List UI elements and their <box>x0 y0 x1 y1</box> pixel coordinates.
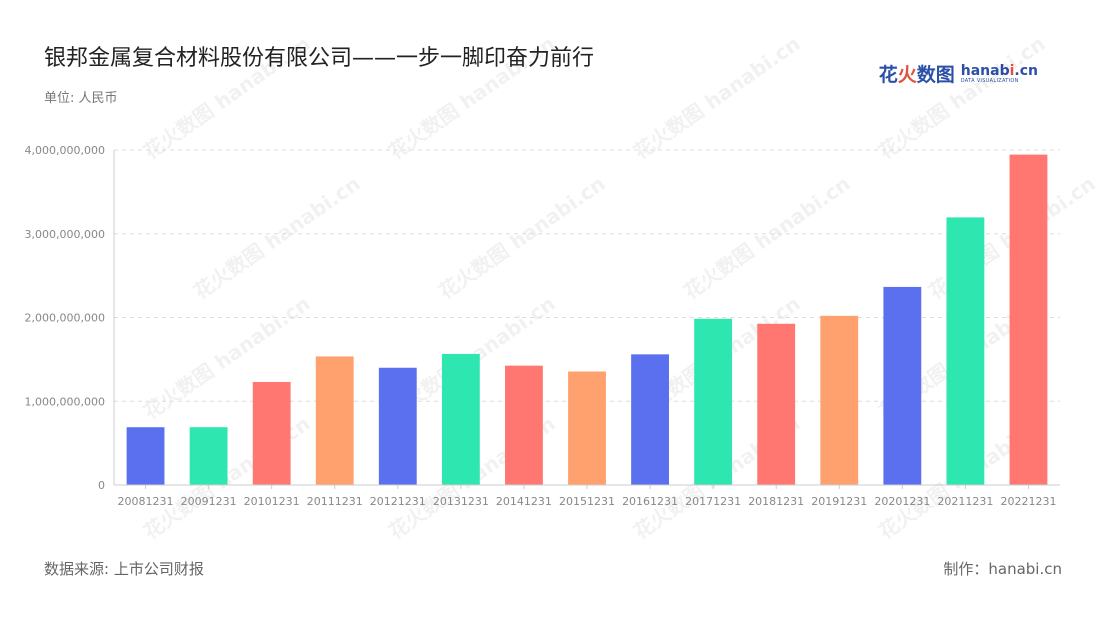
x-tick-label: 20091231 <box>181 495 237 508</box>
bar <box>378 367 417 485</box>
bar <box>568 371 606 485</box>
made-by-credit: 制作：hanabi.cn <box>943 560 1062 578</box>
y-axis: 0 1,000,000,000 2,000,000,000 3,000,000,000… <box>25 144 115 492</box>
bar <box>505 365 543 485</box>
watermark-text: 花火数图 hanabi.cn <box>384 31 559 164</box>
x-tick-label: 20081231 <box>118 495 174 508</box>
x-tick-label: 20201231 <box>874 495 930 508</box>
x-tick-label: 20101231 <box>244 495 300 508</box>
bar <box>1009 154 1048 485</box>
x-tick-label: 20221231 <box>1000 495 1056 508</box>
x-tick-label: 20131231 <box>433 495 489 508</box>
x-tick-label: 20121231 <box>370 495 426 508</box>
y-tick-label: 4,000,000,000 <box>25 144 105 157</box>
bar <box>820 315 859 485</box>
watermark-text: 花火数图 hanabi.cn <box>434 171 609 304</box>
bar <box>315 356 354 485</box>
x-tick-label: 20181231 <box>748 495 804 508</box>
unit-label: 单位: 人民币 <box>44 91 118 106</box>
x-tick-label: 20111231 <box>307 495 363 508</box>
logo-en-text: hanabi.cn DATA VISUALIZATION <box>960 62 1038 84</box>
x-tick-label: 20151231 <box>559 495 615 508</box>
x-tick-label: 20161231 <box>622 495 678 508</box>
chart-title: 银邦金属复合材料股份有限公司——一步一脚印奋力前行 <box>44 46 595 71</box>
y-tick-label: 3,000,000,000 <box>25 228 105 241</box>
x-tick-label: 20141231 <box>496 495 552 508</box>
x-axis: 20081231 20091231 20101231 20111231 20121231… <box>114 484 1060 508</box>
y-tick-label: 2,000,000,000 <box>25 312 105 325</box>
x-tick-label: 20211231 <box>937 495 993 508</box>
bar <box>631 354 669 485</box>
y-tick-label: 1,000,000,000 <box>25 395 105 408</box>
brand-logo: 花火数图 hanabi.cn DATA VISUALIZATION <box>879 60 1038 87</box>
bar <box>757 323 796 485</box>
bar <box>126 427 165 485</box>
bar <box>189 427 228 485</box>
watermark-text: 花火数图 hanabi.cn <box>189 171 364 304</box>
bar <box>694 318 733 485</box>
bar <box>883 286 922 485</box>
logo-cn-text: 花火数图 <box>878 64 955 86</box>
x-tick-label: 20171231 <box>685 495 741 508</box>
watermark-text: 花火数图 hanabi.cn <box>679 171 854 304</box>
watermark-text: 花火数图 hanabi.cn <box>874 31 1049 164</box>
x-tick-label: 20191231 <box>811 495 867 508</box>
bar <box>946 217 985 485</box>
bar <box>441 353 480 485</box>
watermark-text: 花火数图 hanabi.cn <box>629 31 804 164</box>
watermark-text: 花火数图 hanabi.cn <box>139 31 314 164</box>
data-source: 数据来源: 上市公司财报 <box>44 560 204 578</box>
bars <box>126 154 1048 485</box>
bar <box>252 381 291 485</box>
y-tick-label: 0 <box>98 479 105 492</box>
